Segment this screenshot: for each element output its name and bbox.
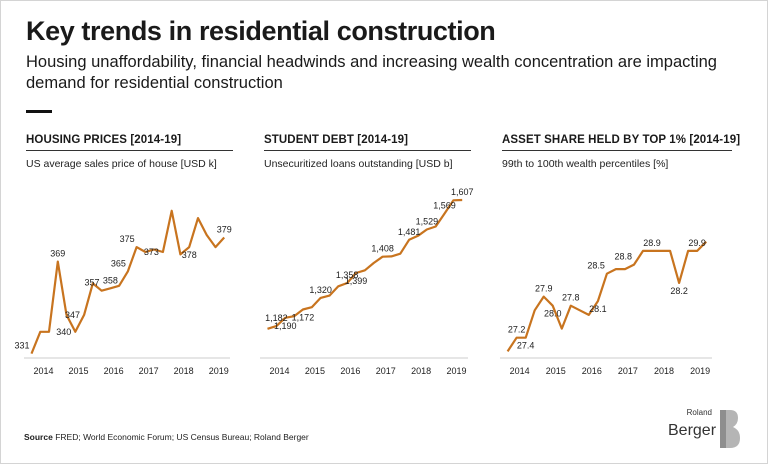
asset-share-title: ASSET SHARE HELD BY TOP 1% [2014-19] bbox=[502, 134, 741, 146]
student-debt-x-tick: 2018 bbox=[411, 366, 431, 376]
logo-text-top: Roland bbox=[686, 408, 712, 417]
student-debt-x-tick: 2019 bbox=[447, 366, 467, 376]
logo-b-mark-icon bbox=[720, 410, 740, 448]
student-debt-data-label: 1,529 bbox=[416, 217, 439, 227]
asset-share-data-label: 28.9 bbox=[643, 238, 661, 248]
student-debt-data-label: 1,358 bbox=[336, 270, 359, 280]
asset-share-data-label: 27.9 bbox=[535, 284, 553, 294]
housing-prices-x-tick: 2019 bbox=[209, 366, 229, 376]
asset-share-x-tick: 2017 bbox=[618, 366, 638, 376]
student-debt-data-label: 1,172 bbox=[292, 313, 315, 323]
student-debt-data-label: 1,320 bbox=[309, 285, 332, 295]
asset-share-data-label: 28.2 bbox=[670, 286, 688, 296]
student-debt-x-tick: 2017 bbox=[376, 366, 396, 376]
asset-share-chart: 27.2 27.4 27.9 28.027.8 28.1 28.5 28.8 28.9 28.2… bbox=[500, 238, 712, 376]
housing-prices-x-tick: 2016 bbox=[104, 366, 124, 376]
housing-prices-title: HOUSING PRICES [2014-19] bbox=[26, 134, 182, 146]
asset-share-data-label: 27.8 bbox=[562, 293, 580, 303]
student-debt-rule bbox=[264, 150, 471, 151]
housing-prices-x-tick: 2018 bbox=[174, 366, 194, 376]
page-subtitle: Housing unaffordability, financial headw… bbox=[26, 53, 717, 92]
accent-bar bbox=[26, 110, 52, 113]
asset-share-data-label: 29.9 bbox=[688, 238, 706, 248]
housing-prices-chart: 331 369 340 347 357 358 365 375 373 378 379 2014 201… bbox=[14, 209, 232, 376]
page-title: Key trends in residential construction bbox=[26, 16, 496, 46]
housing-prices-data-label: 358 bbox=[103, 275, 118, 285]
source-label: Source bbox=[24, 432, 53, 442]
roland-berger-logo: Roland Berger bbox=[668, 408, 748, 452]
asset-share-rule bbox=[502, 150, 732, 151]
housing-prices-data-label: 347 bbox=[65, 310, 80, 320]
housing-prices-x-tick: 2015 bbox=[69, 366, 89, 376]
housing-prices-data-label: 379 bbox=[217, 224, 232, 234]
housing-prices-data-label: 357 bbox=[85, 278, 100, 288]
student-debt-data-label: 1,481 bbox=[398, 227, 421, 237]
student-debt-data-label: 1,408 bbox=[371, 244, 394, 254]
housing-prices-data-label: 373 bbox=[144, 247, 159, 257]
student-debt-data-label: 1,399 bbox=[345, 276, 368, 286]
source-note: Source FRED; World Economic Forum; US Ce… bbox=[24, 432, 309, 442]
housing-prices-data-label: 369 bbox=[50, 249, 65, 259]
housing-prices-data-label: 378 bbox=[182, 250, 197, 260]
asset-share-x-tick: 2016 bbox=[582, 366, 602, 376]
asset-share-data-label: 27.2 bbox=[508, 325, 526, 335]
asset-share-data-label: 28.8 bbox=[614, 252, 632, 262]
asset-share-data-label: 27.4 bbox=[517, 341, 535, 351]
asset-share-x-tick: 2018 bbox=[654, 366, 674, 376]
housing-prices-rule bbox=[26, 150, 233, 151]
housing-prices-subtitle: US average sales price of house [USD k] bbox=[26, 158, 217, 170]
asset-share-x-tick: 2019 bbox=[690, 366, 710, 376]
asset-share-series-line bbox=[506, 240, 707, 353]
student-debt-data-label: 1,607 bbox=[451, 187, 474, 197]
asset-share-x-tick: 2014 bbox=[510, 366, 530, 376]
housing-prices-data-label: 331 bbox=[14, 341, 29, 351]
asset-share-data-label: 28.0 bbox=[544, 309, 562, 319]
student-debt-x-tick: 2015 bbox=[305, 366, 325, 376]
asset-share-subtitle: 99th to 100th wealth percentiles [%] bbox=[502, 158, 669, 170]
student-debt-subtitle: Unsecuritized loans outstanding [USD b] bbox=[264, 158, 453, 170]
housing-prices-data-label: 340 bbox=[56, 327, 71, 337]
housing-prices-data-label: 365 bbox=[111, 258, 126, 268]
student-debt-x-tick: 2016 bbox=[340, 366, 360, 376]
student-debt-data-label: 1,190 bbox=[274, 321, 297, 331]
asset-share-data-label: 28.1 bbox=[589, 304, 607, 314]
student-debt-x-tick: 2014 bbox=[270, 366, 290, 376]
housing-prices-data-label: 375 bbox=[120, 234, 135, 244]
student-debt-data-label: 1,569 bbox=[433, 201, 456, 211]
asset-share-data-label: 28.5 bbox=[587, 261, 605, 271]
asset-share-x-tick: 2015 bbox=[546, 366, 566, 376]
source-text: FRED; World Economic Forum; US Census Bu… bbox=[55, 432, 309, 442]
logo-text-main: Berger bbox=[668, 422, 717, 439]
housing-prices-x-tick: 2014 bbox=[33, 366, 53, 376]
student-debt-data-label: 1,182 bbox=[265, 313, 288, 323]
student-debt-title: STUDENT DEBT [2014-19] bbox=[264, 134, 409, 146]
housing-prices-x-tick: 2017 bbox=[139, 366, 159, 376]
